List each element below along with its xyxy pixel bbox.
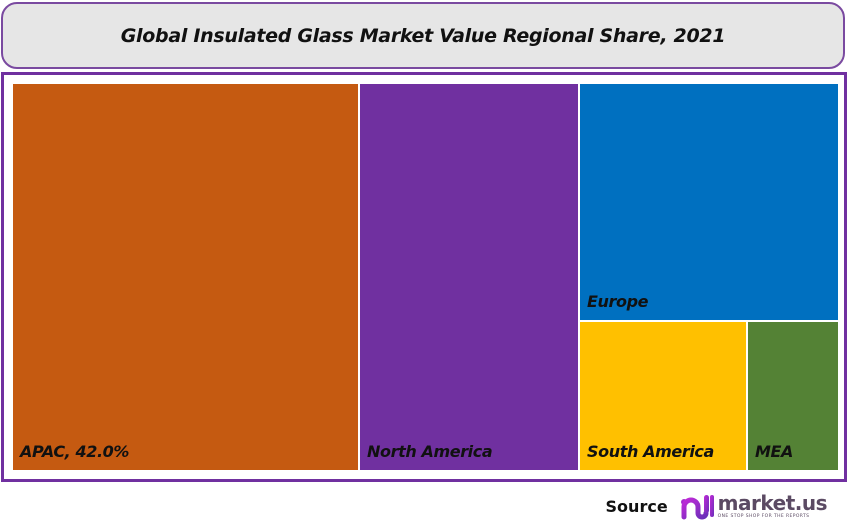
treemap-tile-north-america: North America — [360, 84, 578, 470]
treemap-tile-europe: Europe — [580, 84, 838, 320]
source-footer: Source market.us ONE STOP SHOP FOR THE R… — [605, 488, 828, 524]
market-us-logo-icon — [680, 495, 714, 520]
tile-label: North America — [367, 442, 493, 461]
treemap-tile-mea: MEA — [748, 322, 838, 470]
brand-tagline: ONE STOP SHOP FOR THE REPORTS — [717, 514, 810, 519]
tile-label: South America — [587, 442, 714, 461]
source-label: Source — [605, 496, 668, 516]
treemap-frame: APAC, 42.0% North America Europe South Amer… — [1, 72, 847, 482]
chart-title-box: Global Insulated Glass Market Value Regi… — [1, 2, 845, 69]
chart-title: Global Insulated Glass Market Value Regi… — [120, 24, 726, 47]
treemap-tile-south-america: South America — [580, 322, 746, 470]
tile-label: Europe — [587, 292, 649, 311]
market-us-logo: market.us ONE STOP SHOP FOR THE REPORTS — [680, 491, 828, 521]
treemap-tile-apac: APAC, 42.0% — [13, 84, 358, 470]
brand-name: market.us — [717, 491, 828, 515]
tile-label: MEA — [755, 442, 794, 461]
tile-label: APAC, 42.0% — [20, 442, 130, 461]
